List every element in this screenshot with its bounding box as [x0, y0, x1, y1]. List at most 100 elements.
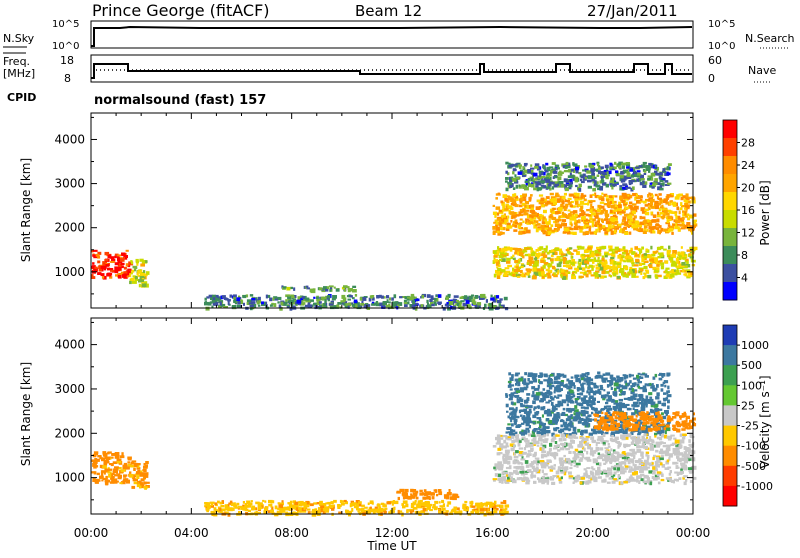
echo-cell: [565, 384, 567, 388]
echo-cell: [574, 405, 577, 409]
echo-cell: [541, 185, 545, 187]
echo-cell: [140, 264, 145, 267]
echo-cell: [648, 392, 652, 395]
echo-cell: [663, 398, 667, 400]
echo-cell: [615, 204, 617, 207]
echo-cell: [529, 263, 532, 267]
echo-cell: [620, 258, 623, 261]
echo-cell: [115, 269, 119, 273]
echo-cell: [590, 165, 595, 169]
echo-cell: [493, 250, 497, 254]
echo-cell: [307, 505, 309, 507]
echo-cell: [649, 397, 652, 399]
echo-cell: [535, 163, 540, 166]
echo-cell: [652, 462, 654, 465]
echo-cell: [605, 396, 607, 398]
echo-cell: [618, 442, 622, 445]
echo-cell: [126, 263, 129, 266]
echo-cell: [590, 168, 595, 172]
echo-cell: [324, 299, 327, 303]
echo-cell: [278, 504, 283, 508]
echo-cell: [499, 223, 502, 226]
echo-cell: [638, 386, 640, 389]
echo-cell: [471, 295, 474, 297]
echo-cell: [108, 471, 112, 473]
echo-cell: [632, 264, 634, 266]
echo-cell: [386, 295, 389, 298]
echo-cell: [485, 508, 487, 512]
echo-cell: [660, 262, 664, 266]
echo-cell: [524, 387, 528, 391]
echo-cell: [680, 202, 682, 206]
echo-cell: [123, 257, 125, 259]
colorbar-tick-label: 20: [741, 182, 755, 195]
echo-cell: [595, 195, 597, 198]
echo-cell: [617, 378, 621, 382]
echo-cell: [521, 430, 523, 432]
echo-cell: [513, 258, 516, 261]
echo-cell: [652, 388, 656, 392]
echo-cell: [592, 223, 594, 227]
echo-cell: [583, 378, 586, 382]
echo-cell: [631, 274, 636, 278]
echo-cell: [648, 470, 652, 473]
echo-cell: [682, 217, 685, 220]
echo-cell: [419, 493, 423, 496]
echo-cell: [649, 258, 654, 261]
echo-cell: [623, 405, 627, 408]
echo-cell: [429, 497, 431, 500]
echo-cell: [537, 228, 542, 230]
echo-cell: [307, 509, 311, 511]
echo-cell: [534, 166, 538, 169]
echo-cell: [290, 501, 293, 503]
echo-cell: [618, 474, 621, 478]
echo-cell: [601, 408, 605, 411]
echo-cell: [611, 231, 614, 235]
echo-cell: [421, 503, 426, 507]
echo-cell: [143, 466, 148, 469]
echo-cell: [427, 303, 429, 306]
echo-cell: [519, 222, 522, 225]
echo-cell: [591, 412, 593, 414]
echo-cell: [639, 470, 644, 474]
echo-cell: [578, 259, 581, 262]
echo-cell: [460, 297, 464, 299]
echo-cell: [561, 434, 564, 438]
echo-cell: [324, 507, 329, 511]
echo-cell: [642, 216, 646, 219]
echo-cell: [519, 212, 523, 214]
echo-cell: [501, 215, 506, 218]
echo-cell: [123, 474, 127, 476]
echo-cell: [672, 253, 674, 257]
echo-cell: [565, 204, 568, 207]
echo-cell: [499, 505, 503, 509]
echo-cell: [555, 404, 560, 407]
echo-cell: [613, 273, 617, 277]
echo-cell: [553, 448, 558, 450]
echo-cell: [640, 453, 644, 456]
echo-cell: [518, 443, 521, 447]
echo-cell: [578, 421, 582, 424]
echo-cell: [606, 399, 611, 402]
echo-cell: [145, 260, 148, 263]
echo-cell: [513, 168, 516, 171]
echo-cell: [505, 508, 508, 510]
echo-cell: [525, 181, 530, 184]
echo-cell: [568, 175, 573, 178]
echo-cell: [528, 372, 533, 375]
echo-cell: [113, 461, 118, 464]
echo-cell: [581, 397, 585, 400]
echo-cell: [424, 489, 427, 492]
echo-cell: [507, 423, 511, 425]
echo-cell: [97, 473, 100, 475]
echo-cell: [561, 184, 564, 188]
echo-cell: [648, 226, 650, 230]
echo-cell: [617, 265, 621, 268]
echo-cell: [591, 268, 594, 271]
echo-cell: [667, 250, 671, 253]
echo-cell: [524, 227, 528, 230]
echo-cell: [678, 229, 681, 232]
echo-cell: [264, 500, 266, 502]
echo-cell: [601, 181, 603, 183]
echo-cell: [566, 264, 571, 268]
